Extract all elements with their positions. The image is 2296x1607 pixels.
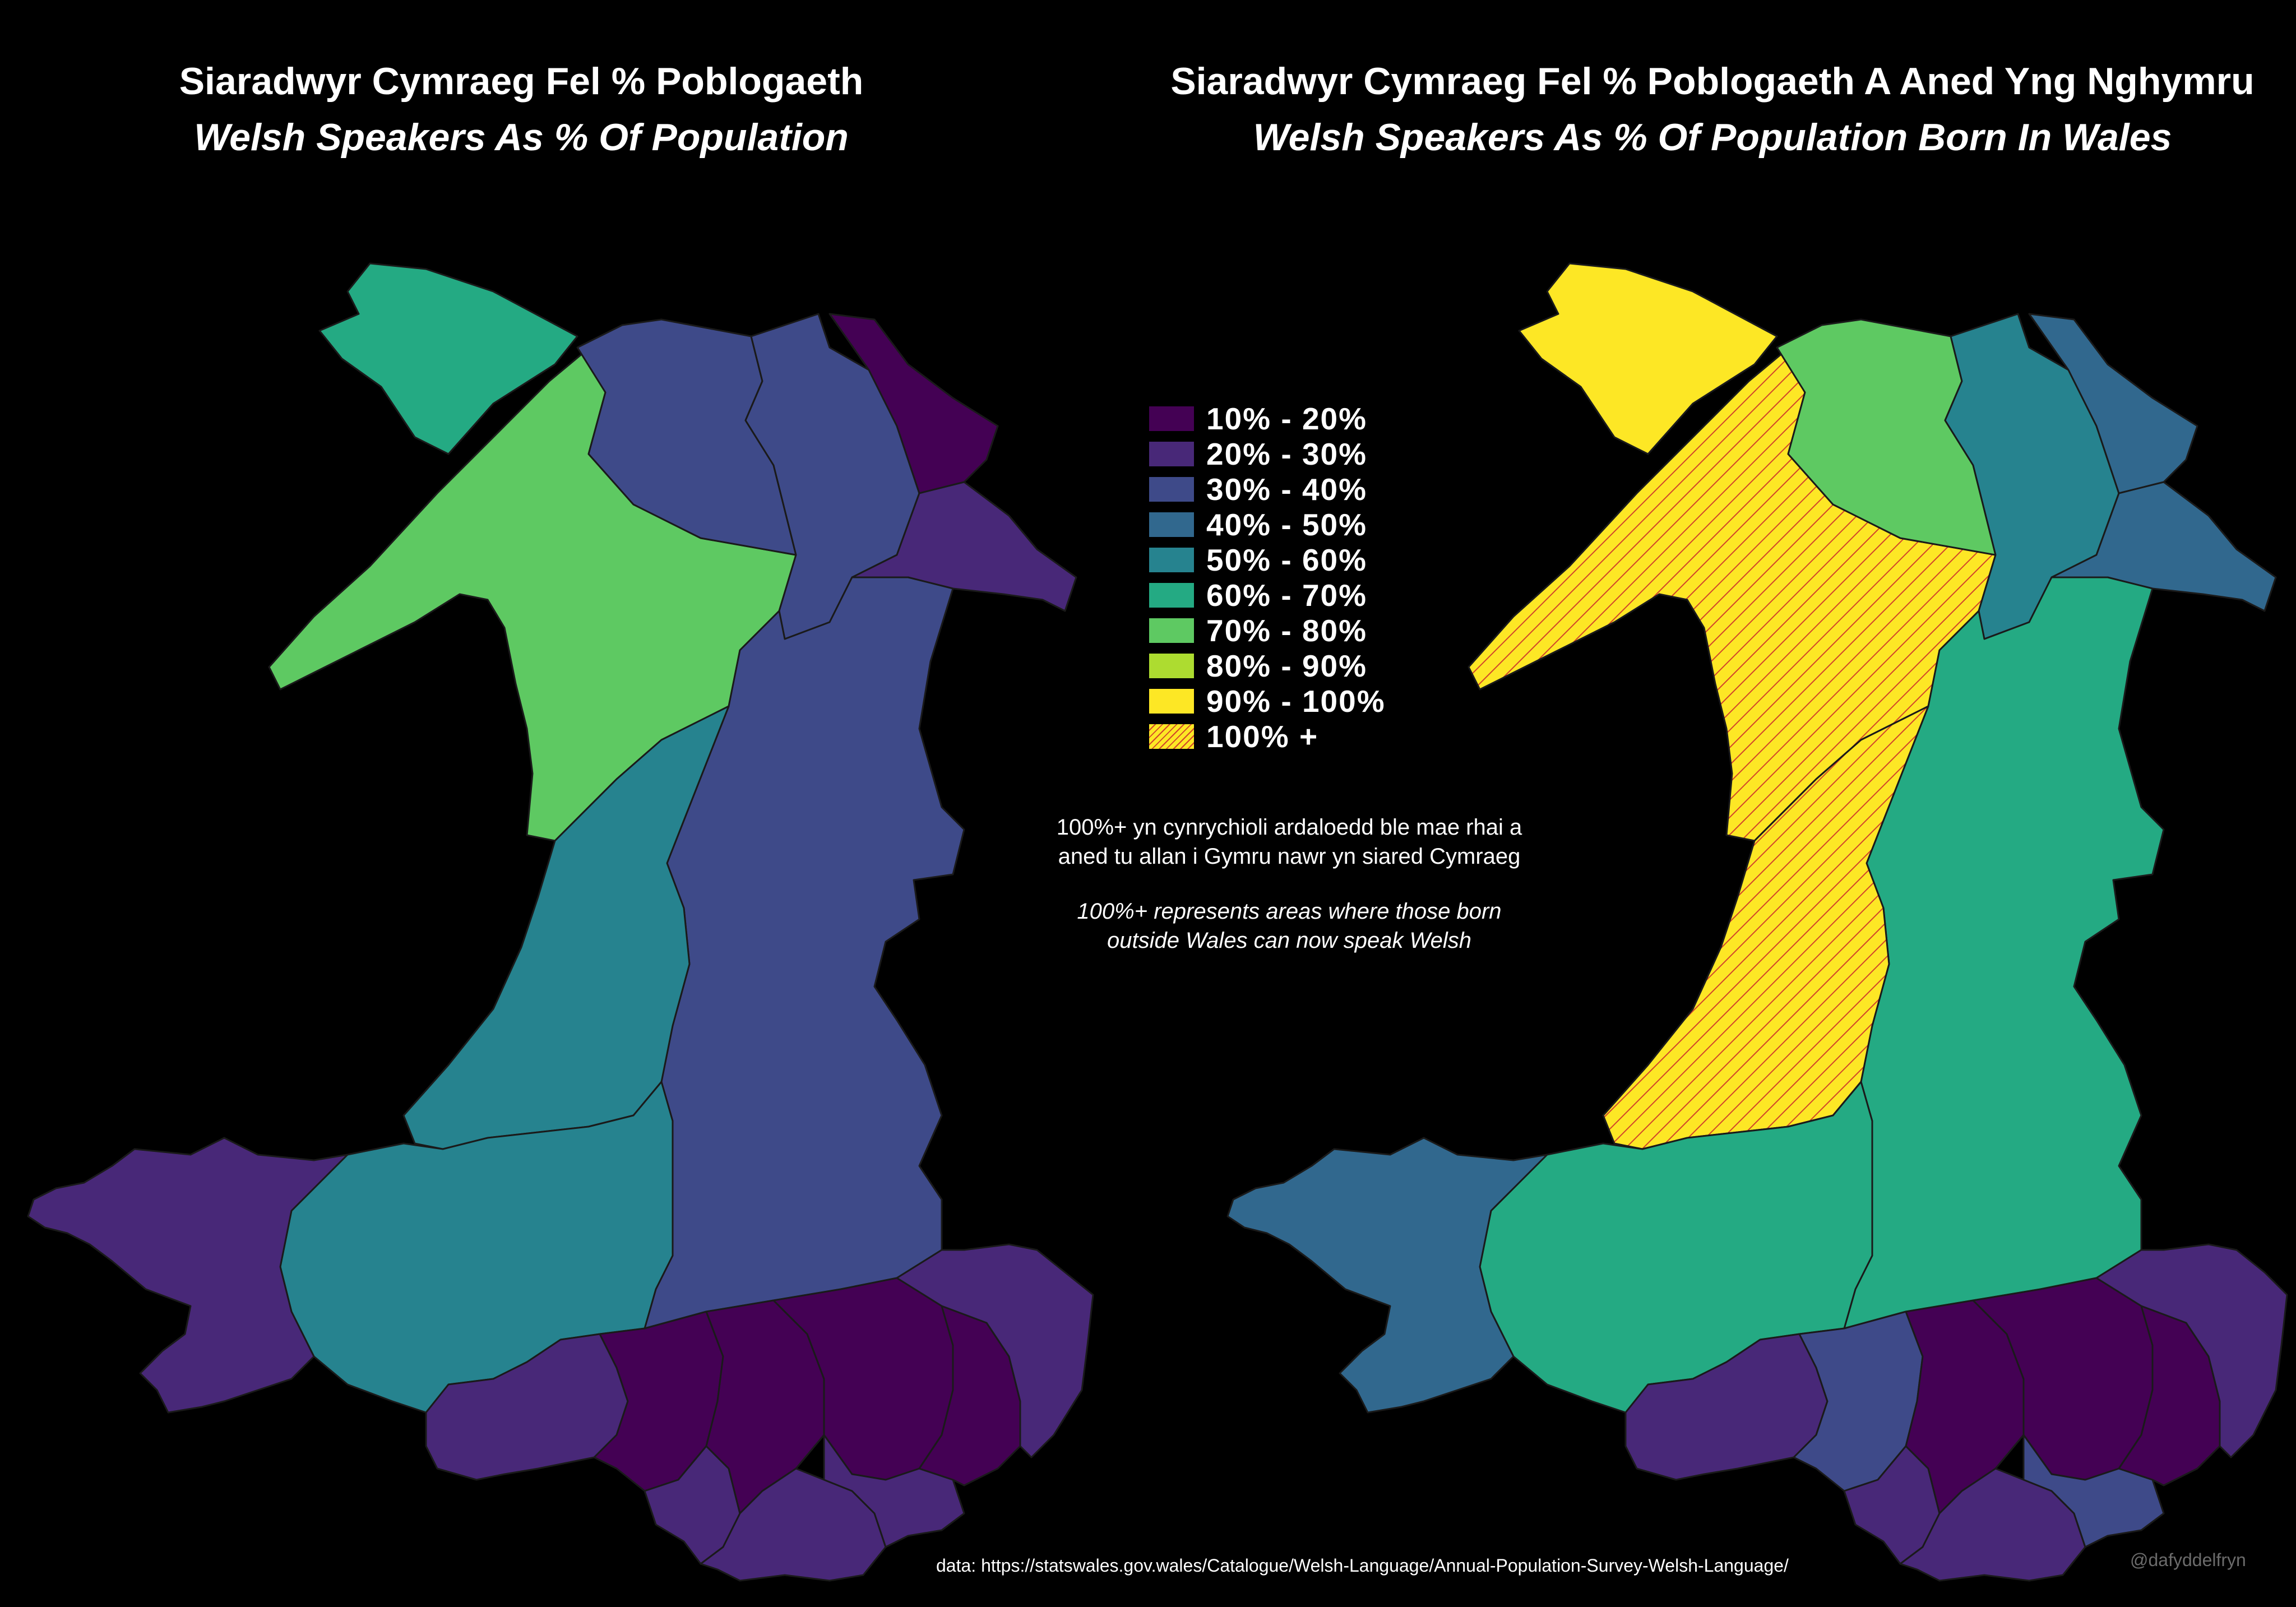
- left-map-title: Siaradwyr Cymraeg Fel % Poblogaeth Welsh…: [73, 53, 970, 165]
- legend-label: 60% - 70%: [1206, 577, 1368, 613]
- legend-swatch: [1149, 688, 1194, 714]
- legend-swatch: [1149, 653, 1194, 678]
- legend-label: 10% - 20%: [1206, 401, 1368, 436]
- legend-item: 30% - 40%: [1149, 471, 1386, 507]
- author-credit: @dafyddelfryn: [2130, 1550, 2246, 1570]
- right-region-pembrokeshire: [1226, 1137, 1548, 1414]
- legend-swatch: [1149, 476, 1194, 502]
- legend-item: 100% +: [1149, 719, 1386, 754]
- right-region-anglesey: [1518, 262, 1778, 455]
- legend-item: 80% - 90%: [1149, 648, 1386, 683]
- left-region-cardiff: [823, 1434, 965, 1548]
- legend-label: 70% - 80%: [1206, 613, 1368, 648]
- note-welsh-line: aned tu allan i Gymru nawr yn siared Cym…: [1058, 844, 1521, 869]
- left-region-anglesey: [318, 262, 578, 455]
- right-title-welsh: Siaradwyr Cymraeg Fel % Poblogaeth A Ane…: [1170, 60, 2255, 103]
- legend-item: 10% - 20%: [1149, 401, 1386, 436]
- legend-item: 70% - 80%: [1149, 613, 1386, 648]
- legend-item: 60% - 70%: [1149, 577, 1386, 613]
- legend-swatch: [1149, 582, 1194, 608]
- left-title-english: Welsh Speakers As % Of Population: [194, 116, 849, 159]
- legend-label: 20% - 30%: [1206, 436, 1368, 471]
- right-region-cardiff: [2022, 1434, 2165, 1548]
- legend-swatch: [1149, 406, 1194, 431]
- legend-item: 20% - 30%: [1149, 436, 1386, 471]
- data-source: data: https://statswales.gov.wales/Catal…: [936, 1555, 1789, 1576]
- left-region-flintshire: [828, 313, 999, 494]
- legend-swatch-hatched: [1149, 724, 1194, 749]
- note-english-line: 100%+ represents areas where those born: [1077, 899, 1502, 924]
- right-wales-map: [1226, 262, 2288, 1582]
- legend-swatch: [1149, 512, 1194, 537]
- note-welsh: 100%+ yn cynrychioli ardaloedd ble mae r…: [1009, 813, 1570, 871]
- legend-label: 90% - 100%: [1206, 683, 1386, 719]
- left-region-monmouthshire: [896, 1243, 1094, 1458]
- legend-label: 50% - 60%: [1206, 542, 1368, 577]
- right-map-title: Siaradwyr Cymraeg Fel % Poblogaeth A Ane…: [1155, 53, 2270, 165]
- legend-swatch: [1149, 547, 1194, 572]
- legend-item: 50% - 60%: [1149, 542, 1386, 577]
- legend-item: 40% - 50%: [1149, 507, 1386, 542]
- right-title-english: Welsh Speakers As % Of Population Born I…: [1253, 116, 2172, 159]
- legend-label: 80% - 90%: [1206, 648, 1368, 683]
- legend: 10% - 20% 20% - 30% 30% - 40% 40% - 50% …: [1149, 401, 1386, 754]
- legend-swatch: [1149, 618, 1194, 643]
- right-region-flintshire: [2028, 313, 2198, 494]
- legend-label: 100% +: [1206, 719, 1319, 754]
- left-region-pembrokeshire: [27, 1137, 349, 1414]
- left-title-welsh: Siaradwyr Cymraeg Fel % Poblogaeth: [179, 60, 864, 103]
- note-english-line: outside Wales can now speak Welsh: [1107, 928, 1471, 953]
- legend-item: 90% - 100%: [1149, 683, 1386, 719]
- note-english: 100%+ represents areas where those born …: [1009, 897, 1570, 955]
- legend-label: 40% - 50%: [1206, 507, 1368, 542]
- left-wales-map: [27, 262, 1094, 1582]
- note-welsh-line: 100%+ yn cynrychioli ardaloedd ble mae r…: [1056, 815, 1522, 840]
- legend-label: 30% - 40%: [1206, 471, 1368, 507]
- legend-swatch: [1149, 441, 1194, 466]
- right-region-monmouthshire: [2095, 1243, 2288, 1458]
